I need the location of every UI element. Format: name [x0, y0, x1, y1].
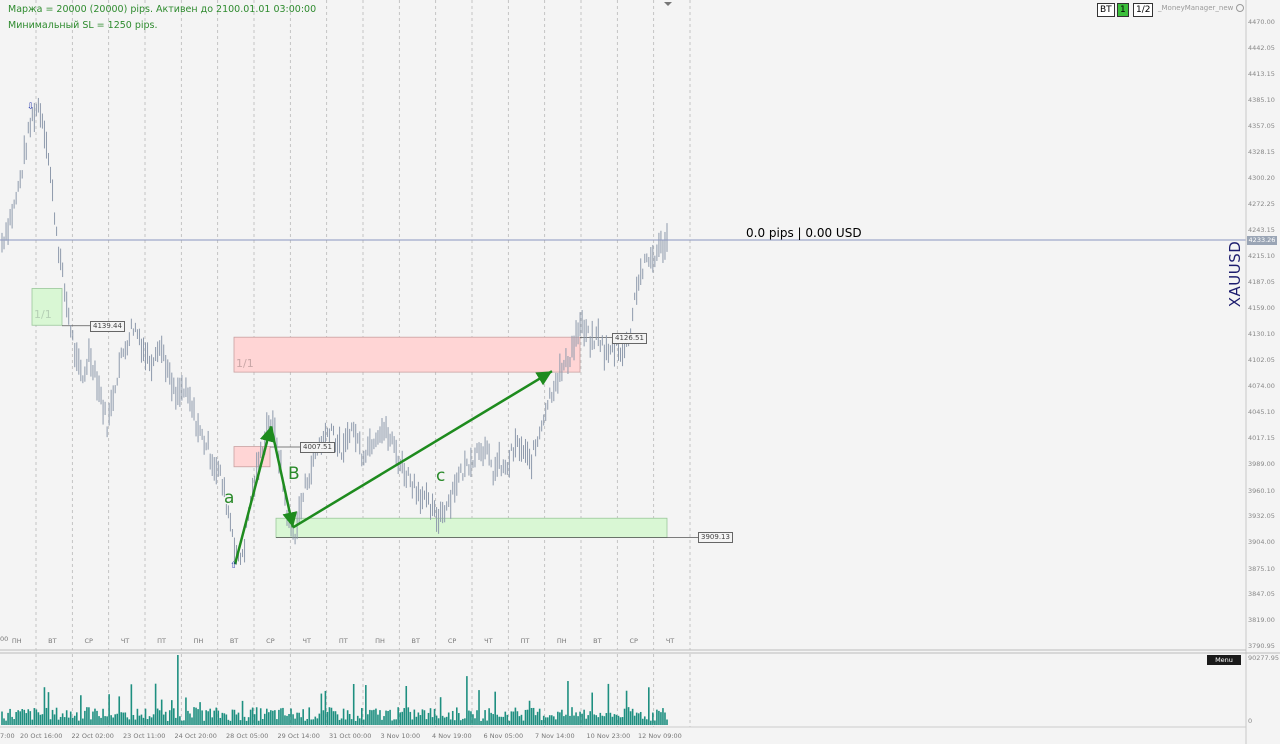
price-tick-label: 4413.15: [1248, 70, 1275, 79]
price-tick-label: 4272.25: [1248, 199, 1275, 208]
zone-green: [31, 288, 63, 326]
wave-label: B: [288, 464, 300, 484]
ea-name-label: _MoneyManager_new: [1158, 4, 1244, 12]
current-price-badge: 4233.26: [1247, 236, 1277, 245]
level-tag: 4139.44: [90, 320, 125, 332]
day-label: ЧТ: [484, 637, 493, 645]
pips-readout: 0.0 pips | 0.00 USD: [746, 226, 862, 240]
zone-red: [233, 336, 581, 373]
symbol-label: XAUUSD: [1226, 240, 1244, 308]
day-label: ЧТ: [665, 637, 675, 645]
date-label: 20 Oct 16:00: [20, 732, 63, 740]
price-tick-label: 4300.20: [1248, 174, 1275, 183]
day-label: ПН: [193, 637, 204, 645]
price-tick-label: 4243.15: [1248, 226, 1275, 235]
wave-arrows: [233, 370, 553, 565]
day-label: СР: [629, 637, 638, 645]
volume-min-label: 0: [1248, 717, 1253, 725]
zone-green: [275, 517, 668, 538]
day-label: ПН: [556, 637, 567, 645]
price-tick-label: 3932.05: [1248, 512, 1275, 521]
scroll-marker-icon[interactable]: [664, 2, 672, 6]
date-label: 29 Oct 14:00: [277, 732, 320, 740]
price-tick-label: 3847.05: [1248, 590, 1275, 599]
day-label: ПТ: [338, 637, 348, 645]
price-tick-label: 3875.10: [1248, 564, 1275, 573]
low-arrow-icon: ⇧: [230, 561, 238, 571]
price-tick-label: 3819.00: [1248, 616, 1275, 625]
day-label: СР: [447, 637, 457, 645]
menu-button[interactable]: Menu: [1207, 655, 1241, 665]
bt-button[interactable]: BT: [1097, 3, 1115, 17]
day-label: ПТ: [520, 637, 530, 645]
price-tick-label: 4187.05: [1248, 278, 1275, 286]
wave-arrow: [292, 370, 553, 529]
price-zones: [31, 288, 698, 538]
date-label: 4 Nov 19:00: [432, 732, 472, 740]
day-label: ВТ: [593, 637, 602, 645]
price-tick-label: 4215.10: [1248, 252, 1275, 261]
wave-arrow: [269, 426, 298, 528]
wave-label: c: [436, 466, 446, 486]
price-tick-label: 4442.05: [1248, 43, 1275, 52]
level-tag: 4007.51: [300, 441, 335, 453]
level-tag: 4126.51: [612, 332, 647, 344]
day-label: СР: [266, 637, 275, 645]
day-label: ПН: [375, 637, 385, 645]
price-tick-label: 4017.15: [1248, 434, 1275, 443]
price-tick-label: 4102.05: [1248, 356, 1275, 365]
date-label: 10 Nov 23:00: [586, 732, 631, 740]
price-tick-label: 4074.00: [1248, 381, 1275, 390]
lot-half-button[interactable]: 1/2: [1133, 3, 1154, 17]
day-label: ЧТ: [302, 637, 311, 645]
price-tick-label: 3960.10: [1248, 486, 1275, 495]
price-tick-label: 4159.00: [1248, 303, 1275, 312]
day-label: ЧТ: [120, 637, 130, 645]
date-label: 24 Oct 20:00: [174, 732, 217, 740]
min-sl-info: Минимальный SL = 1250 pips.: [8, 20, 158, 31]
wave-arrow: [233, 426, 275, 565]
date-label: 23 Oct 11:00: [123, 732, 166, 740]
price-tick-label: 4470.00: [1248, 18, 1275, 26]
level-tag: 3909.13: [698, 532, 733, 544]
volume-max-label: 90277.95: [1248, 654, 1280, 662]
price-tick-label: 4130.10: [1248, 330, 1275, 339]
date-label: 6 Nov 05:00: [483, 732, 524, 740]
date-label: 22 Oct 02:00: [71, 732, 114, 740]
date-label: 12 Nov 09:00: [638, 732, 682, 740]
price-tick-label: 4328.15: [1248, 148, 1275, 157]
day-label: СР: [84, 637, 93, 645]
day-label: ВТ: [48, 637, 57, 645]
margin-info: Маржа = 20000 (20000) pips. Активен до 2…: [8, 4, 317, 15]
price-tick-label: 3790.95: [1248, 642, 1275, 650]
lot-one-button[interactable]: 1: [1117, 3, 1129, 17]
left-day-cut: 00: [0, 635, 9, 643]
date-label: 7 Nov 14:00: [535, 732, 575, 740]
vertical-gridlines: [35, 0, 691, 727]
day-label: ВТ: [411, 637, 420, 645]
day-label: ПН: [11, 637, 22, 645]
price-tick-label: 3904.00: [1248, 538, 1275, 547]
date-label: 3 Nov 10:00: [380, 732, 421, 740]
price-tick-label: 3989.00: [1248, 460, 1275, 468]
price-tick-label: 4357.05: [1248, 121, 1275, 130]
zone-ratio-label: 1/1: [34, 308, 52, 322]
left-time-cut: 7:00: [0, 732, 15, 740]
day-label: ВТ: [229, 637, 239, 645]
high-arrow-icon: ⇩: [27, 102, 35, 112]
date-label: 31 Oct 00:00: [329, 732, 372, 740]
ea-status-icon: [1235, 4, 1244, 12]
price-tick-label: 4045.10: [1248, 408, 1275, 417]
date-label: 28 Oct 05:00: [226, 732, 269, 740]
zone-ratio-label: 1/1: [236, 357, 254, 371]
day-label: ПТ: [157, 637, 167, 645]
volume-bars: [1, 655, 668, 725]
price-tick-label: 4385.10: [1248, 96, 1275, 105]
wave-label: a: [224, 488, 235, 508]
